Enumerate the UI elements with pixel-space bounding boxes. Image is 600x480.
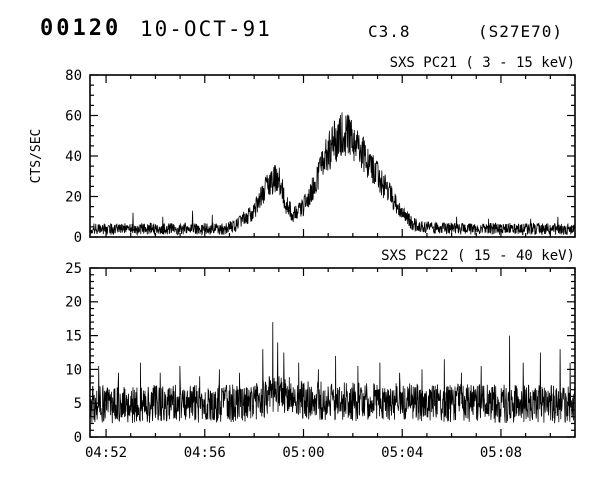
y-tick-label: 15	[65, 329, 82, 345]
y-tick-label: 5	[74, 396, 82, 412]
goes-class: C3.8	[368, 22, 411, 41]
y-tick-label: 0	[74, 230, 82, 246]
bottom-panel-trace	[89, 322, 576, 424]
plot-frame	[89, 74, 576, 238]
x-tick-label: 05:08	[480, 445, 522, 461]
y-axis-label: CTS/SEC	[29, 129, 44, 184]
y-tick-label: 80	[65, 68, 82, 84]
y-tick-label: 20	[65, 189, 82, 205]
y-tick-label: 25	[65, 261, 82, 277]
y-tick-label: 60	[65, 108, 82, 124]
x-tick-label: 04:56	[184, 445, 226, 461]
plot-frame	[89, 267, 576, 438]
solar-location: (S27E70)	[478, 22, 564, 41]
top-panel: 0 20 40 60 80 SXS PC21 ( 3 - 15 keV) CTS/SEC	[29, 55, 576, 246]
y-tick-label: 0	[74, 430, 82, 446]
y-tick-label: 20	[65, 295, 82, 311]
event-date: 10-OCT-91	[140, 17, 272, 41]
y-tick-label: 40	[65, 149, 82, 165]
panel-title: SXS PC21 ( 3 - 15 keV)	[390, 55, 575, 71]
y-tick-label: 10	[65, 362, 82, 378]
x-tick-label: 04:52	[85, 445, 127, 461]
top-panel-trace	[89, 112, 576, 237]
panel-title: SXS PC22 ( 15 - 40 keV)	[381, 248, 575, 264]
x-tick-label: 05:00	[282, 445, 324, 461]
x-tick-label: 05:04	[381, 445, 423, 461]
event-number: 00120	[40, 16, 122, 41]
bottom-panel: 0 5 10 15 20 25 04:52 04:56 05:00 05:04 05:08 SXS P…	[65, 248, 576, 461]
